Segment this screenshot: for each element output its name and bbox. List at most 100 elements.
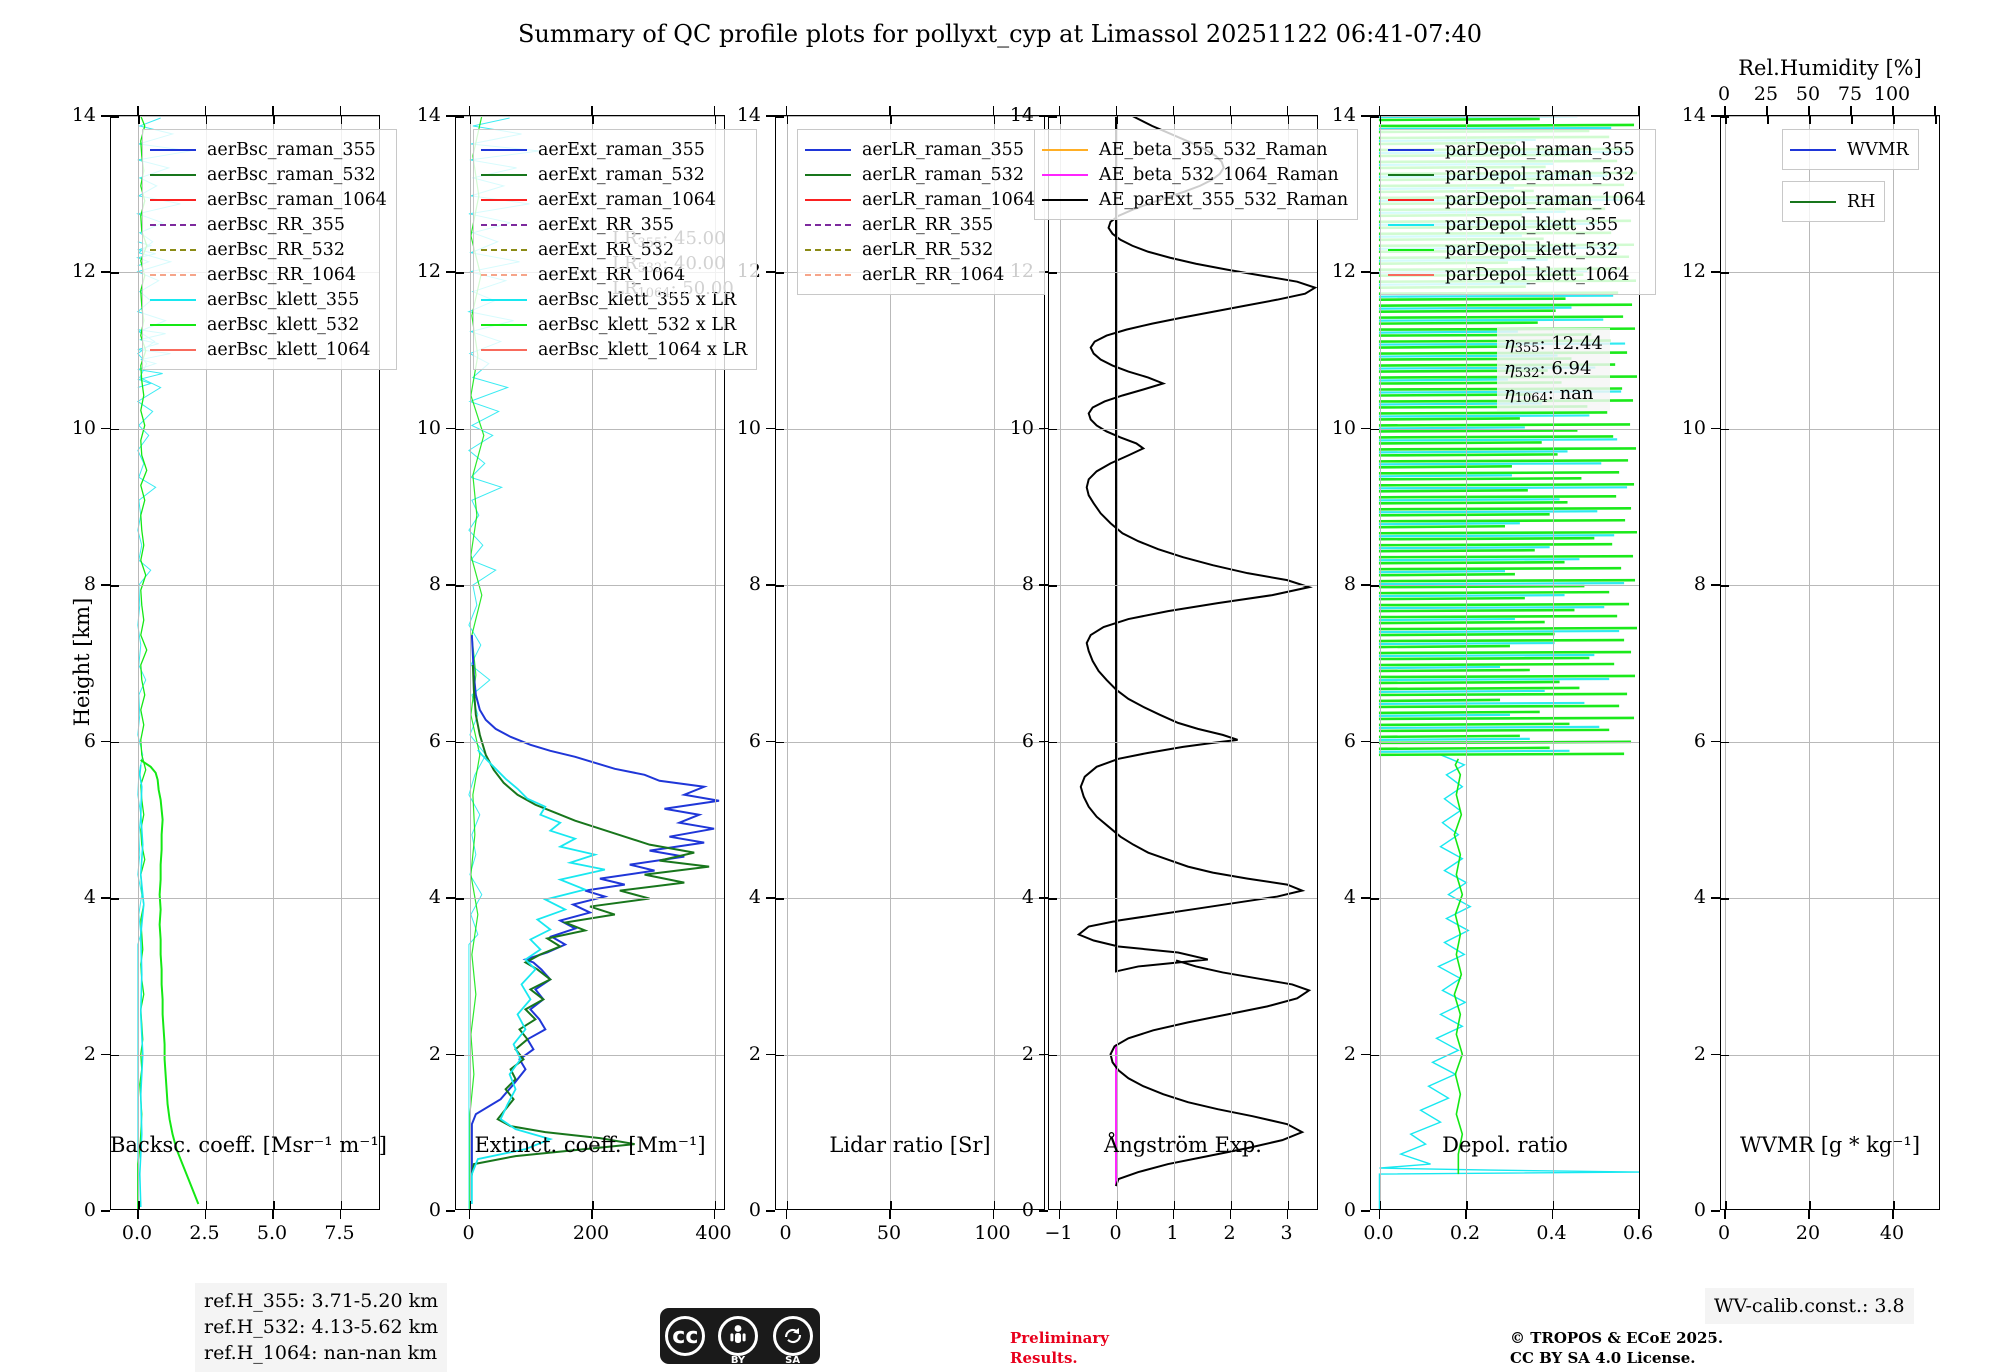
legend-extinction: aerExt_raman_355 aerExt_raman_532 aerExt… bbox=[473, 129, 758, 370]
y-tick-4: 4 bbox=[748, 886, 761, 909]
legend-item: RH bbox=[1790, 189, 1875, 214]
y-tick-14: 14 bbox=[736, 104, 761, 126]
legend-swatch-line bbox=[481, 198, 527, 201]
legend-swatch-line bbox=[481, 348, 527, 351]
y-tick-4: 4 bbox=[1343, 886, 1356, 909]
top-x-tick-100: 100 bbox=[1873, 83, 1911, 105]
legend-label: aerExt_raman_532 bbox=[538, 164, 705, 185]
x-axis-label-depolarization: Depol. ratio bbox=[1442, 1133, 1568, 1157]
legend-label: aerBsc_klett_1064 bbox=[207, 339, 371, 360]
legend-label: aerExt_RR_355 bbox=[538, 214, 675, 235]
legend-label: aerExt_raman_355 bbox=[538, 139, 705, 160]
page-title: Summary of QC profile plots for pollyxt_… bbox=[517, 20, 1483, 48]
person-glyph bbox=[730, 1325, 746, 1343]
preliminary-notice: Preliminary Results. bbox=[1010, 1328, 1109, 1369]
legend-label: aerExt_raman_1064 bbox=[538, 189, 716, 210]
plot-area-depolarization[interactable] bbox=[1370, 115, 1640, 1210]
legend-item: aerLR_raman_1064 bbox=[805, 187, 1035, 212]
y-tick-6: 6 bbox=[428, 729, 441, 752]
y-tick-14: 14 bbox=[71, 104, 96, 126]
y-tick-10: 10 bbox=[1681, 416, 1706, 439]
y-tick-10: 10 bbox=[1331, 416, 1356, 439]
legend-swatch-line bbox=[1388, 273, 1434, 276]
legend-swatch-line bbox=[1388, 248, 1434, 251]
legend-label: aerExt_RR_532 bbox=[538, 239, 675, 260]
legend-swatch-line bbox=[150, 323, 196, 326]
legend-label: aerBsc_raman_532 bbox=[207, 164, 376, 185]
cc-by-icon: BY bbox=[716, 1314, 760, 1366]
eta-annotation: η355: 12.44 η532: 6.94 η1064: nan bbox=[1497, 328, 1610, 412]
x-tick-p5-0: 0 bbox=[1717, 1222, 1731, 1244]
x-tick-p3-3: 2 bbox=[1223, 1222, 1236, 1244]
legend-label: aerLR_raman_1064 bbox=[862, 189, 1036, 210]
lr-1064-row: LR1064: 50.00 bbox=[612, 278, 734, 301]
y-tick-8: 8 bbox=[83, 573, 96, 596]
cc-license-badge[interactable]: cc BY SA bbox=[660, 1308, 820, 1366]
legend-swatch-line bbox=[150, 348, 196, 351]
y-tick-6: 6 bbox=[1021, 729, 1034, 752]
legend-item: AE_beta_355_532_Raman bbox=[1042, 137, 1348, 162]
share-alike-glyph bbox=[784, 1328, 801, 1344]
eta-355-value: 12.44 bbox=[1551, 333, 1603, 354]
y-tick-6: 6 bbox=[1693, 729, 1706, 752]
panel-backscatter: 0 2 4 6 8 10 12 14 0.0 2.5 5.0 7.5 aerBs… bbox=[72, 104, 397, 1244]
y-tick-10: 10 bbox=[1009, 416, 1034, 439]
legend-label: aerBsc_raman_1064 bbox=[207, 189, 387, 210]
legend-label: aerLR_raman_532 bbox=[862, 164, 1024, 185]
legend-item: aerBsc_RR_532 bbox=[150, 237, 387, 262]
lr-1064-value: 50.00 bbox=[682, 278, 734, 300]
legend-swatch-line bbox=[481, 248, 527, 251]
plot-area-lidar-ratio[interactable] bbox=[775, 115, 1045, 1210]
x-tick-p4-2: 0.4 bbox=[1536, 1222, 1567, 1244]
x-axis-label-lidar-ratio: Lidar ratio [Sr] bbox=[829, 1133, 991, 1157]
legend-label: parDepol_raman_355 bbox=[1445, 139, 1635, 160]
eta-532-value: 6.94 bbox=[1551, 358, 1592, 380]
x-tick-p2-1: 50 bbox=[876, 1222, 902, 1244]
copyright-notice: © TROPOS & ECoE 2025. CC BY SA 4.0 Licen… bbox=[1510, 1328, 1723, 1369]
y-tick-2: 2 bbox=[1693, 1042, 1706, 1065]
y-tick-2: 2 bbox=[428, 1042, 441, 1065]
legend-item: aerBsc_RR_1064 bbox=[150, 262, 387, 287]
legend-item: aerBsc_raman_355 bbox=[150, 137, 387, 162]
ref-h-532: ref.H_532: 4.13-5.62 km bbox=[204, 1316, 439, 1339]
legend-angstrom: AE_beta_355_532_Raman AE_beta_532_1064_R… bbox=[1034, 129, 1359, 220]
legend-backscatter: aerBsc_raman_355 aerBsc_raman_532 aerBsc… bbox=[142, 129, 397, 370]
legend-label: aerLR_raman_355 bbox=[862, 139, 1024, 160]
legend-item: aerLR_RR_532 bbox=[805, 237, 1035, 262]
x-axis-label-backscatter: Backsc. coeff. [Msr⁻¹ m⁻¹] bbox=[110, 1133, 387, 1157]
ref-h-355: ref.H_355: 3.71-5.20 km bbox=[204, 1290, 439, 1312]
y-tick-14: 14 bbox=[416, 104, 441, 126]
plot-area-angstrom[interactable] bbox=[1048, 115, 1318, 1210]
y-tick-2: 2 bbox=[748, 1042, 761, 1065]
x-tick-p3-4: 3 bbox=[1280, 1222, 1293, 1244]
legend-label: aerExt_RR_1064 bbox=[538, 264, 686, 285]
ref-h-1064: ref.H_1064: nan-nan km bbox=[204, 1342, 438, 1365]
legend-label: aerBsc_RR_1064 bbox=[207, 264, 357, 285]
lr-532-value: 40.00 bbox=[674, 253, 726, 275]
legend-swatch-line bbox=[805, 173, 851, 176]
legend-swatch-line bbox=[481, 273, 527, 276]
y-tick-10: 10 bbox=[71, 416, 96, 439]
legend-label: aerBsc_klett_1064 x LR bbox=[538, 339, 748, 360]
x-tick-p3-1: 0 bbox=[1109, 1222, 1122, 1244]
legend-item: aerBsc_raman_532 bbox=[150, 162, 387, 187]
legend-item: aerLR_RR_1064 bbox=[805, 262, 1035, 287]
legend-label: aerBsc_klett_355 x LR bbox=[538, 289, 737, 310]
legend-item: aerBsc_klett_1064 bbox=[150, 337, 387, 362]
legend-swatch-line bbox=[481, 298, 527, 301]
y-tick-0: 0 bbox=[1343, 1199, 1356, 1221]
legend-item: AE_beta_532_1064_Raman bbox=[1042, 162, 1348, 187]
legend-swatch-line bbox=[150, 248, 196, 251]
eta-1064-row: η1064: nan bbox=[1504, 383, 1594, 406]
cc-sa-label: SA bbox=[785, 1355, 801, 1366]
legend-label: aerLR_RR_532 bbox=[862, 239, 994, 260]
legend-item: parDepol_raman_1064 bbox=[1388, 187, 1646, 212]
y-tick-8: 8 bbox=[1021, 573, 1034, 596]
x-tick-p4-3: 0.6 bbox=[1622, 1222, 1654, 1244]
y-axis-label: Height [km] bbox=[70, 597, 94, 727]
plot-area-wvmr[interactable] bbox=[1720, 115, 1940, 1210]
legend-depolarization: parDepol_raman_355 parDepol_raman_532 pa… bbox=[1380, 129, 1656, 295]
legend-item: aerLR_raman_355 bbox=[805, 137, 1035, 162]
eta-1064-sub: 1064 bbox=[1514, 390, 1548, 406]
top-x-tick-0: 0 bbox=[1717, 83, 1731, 105]
